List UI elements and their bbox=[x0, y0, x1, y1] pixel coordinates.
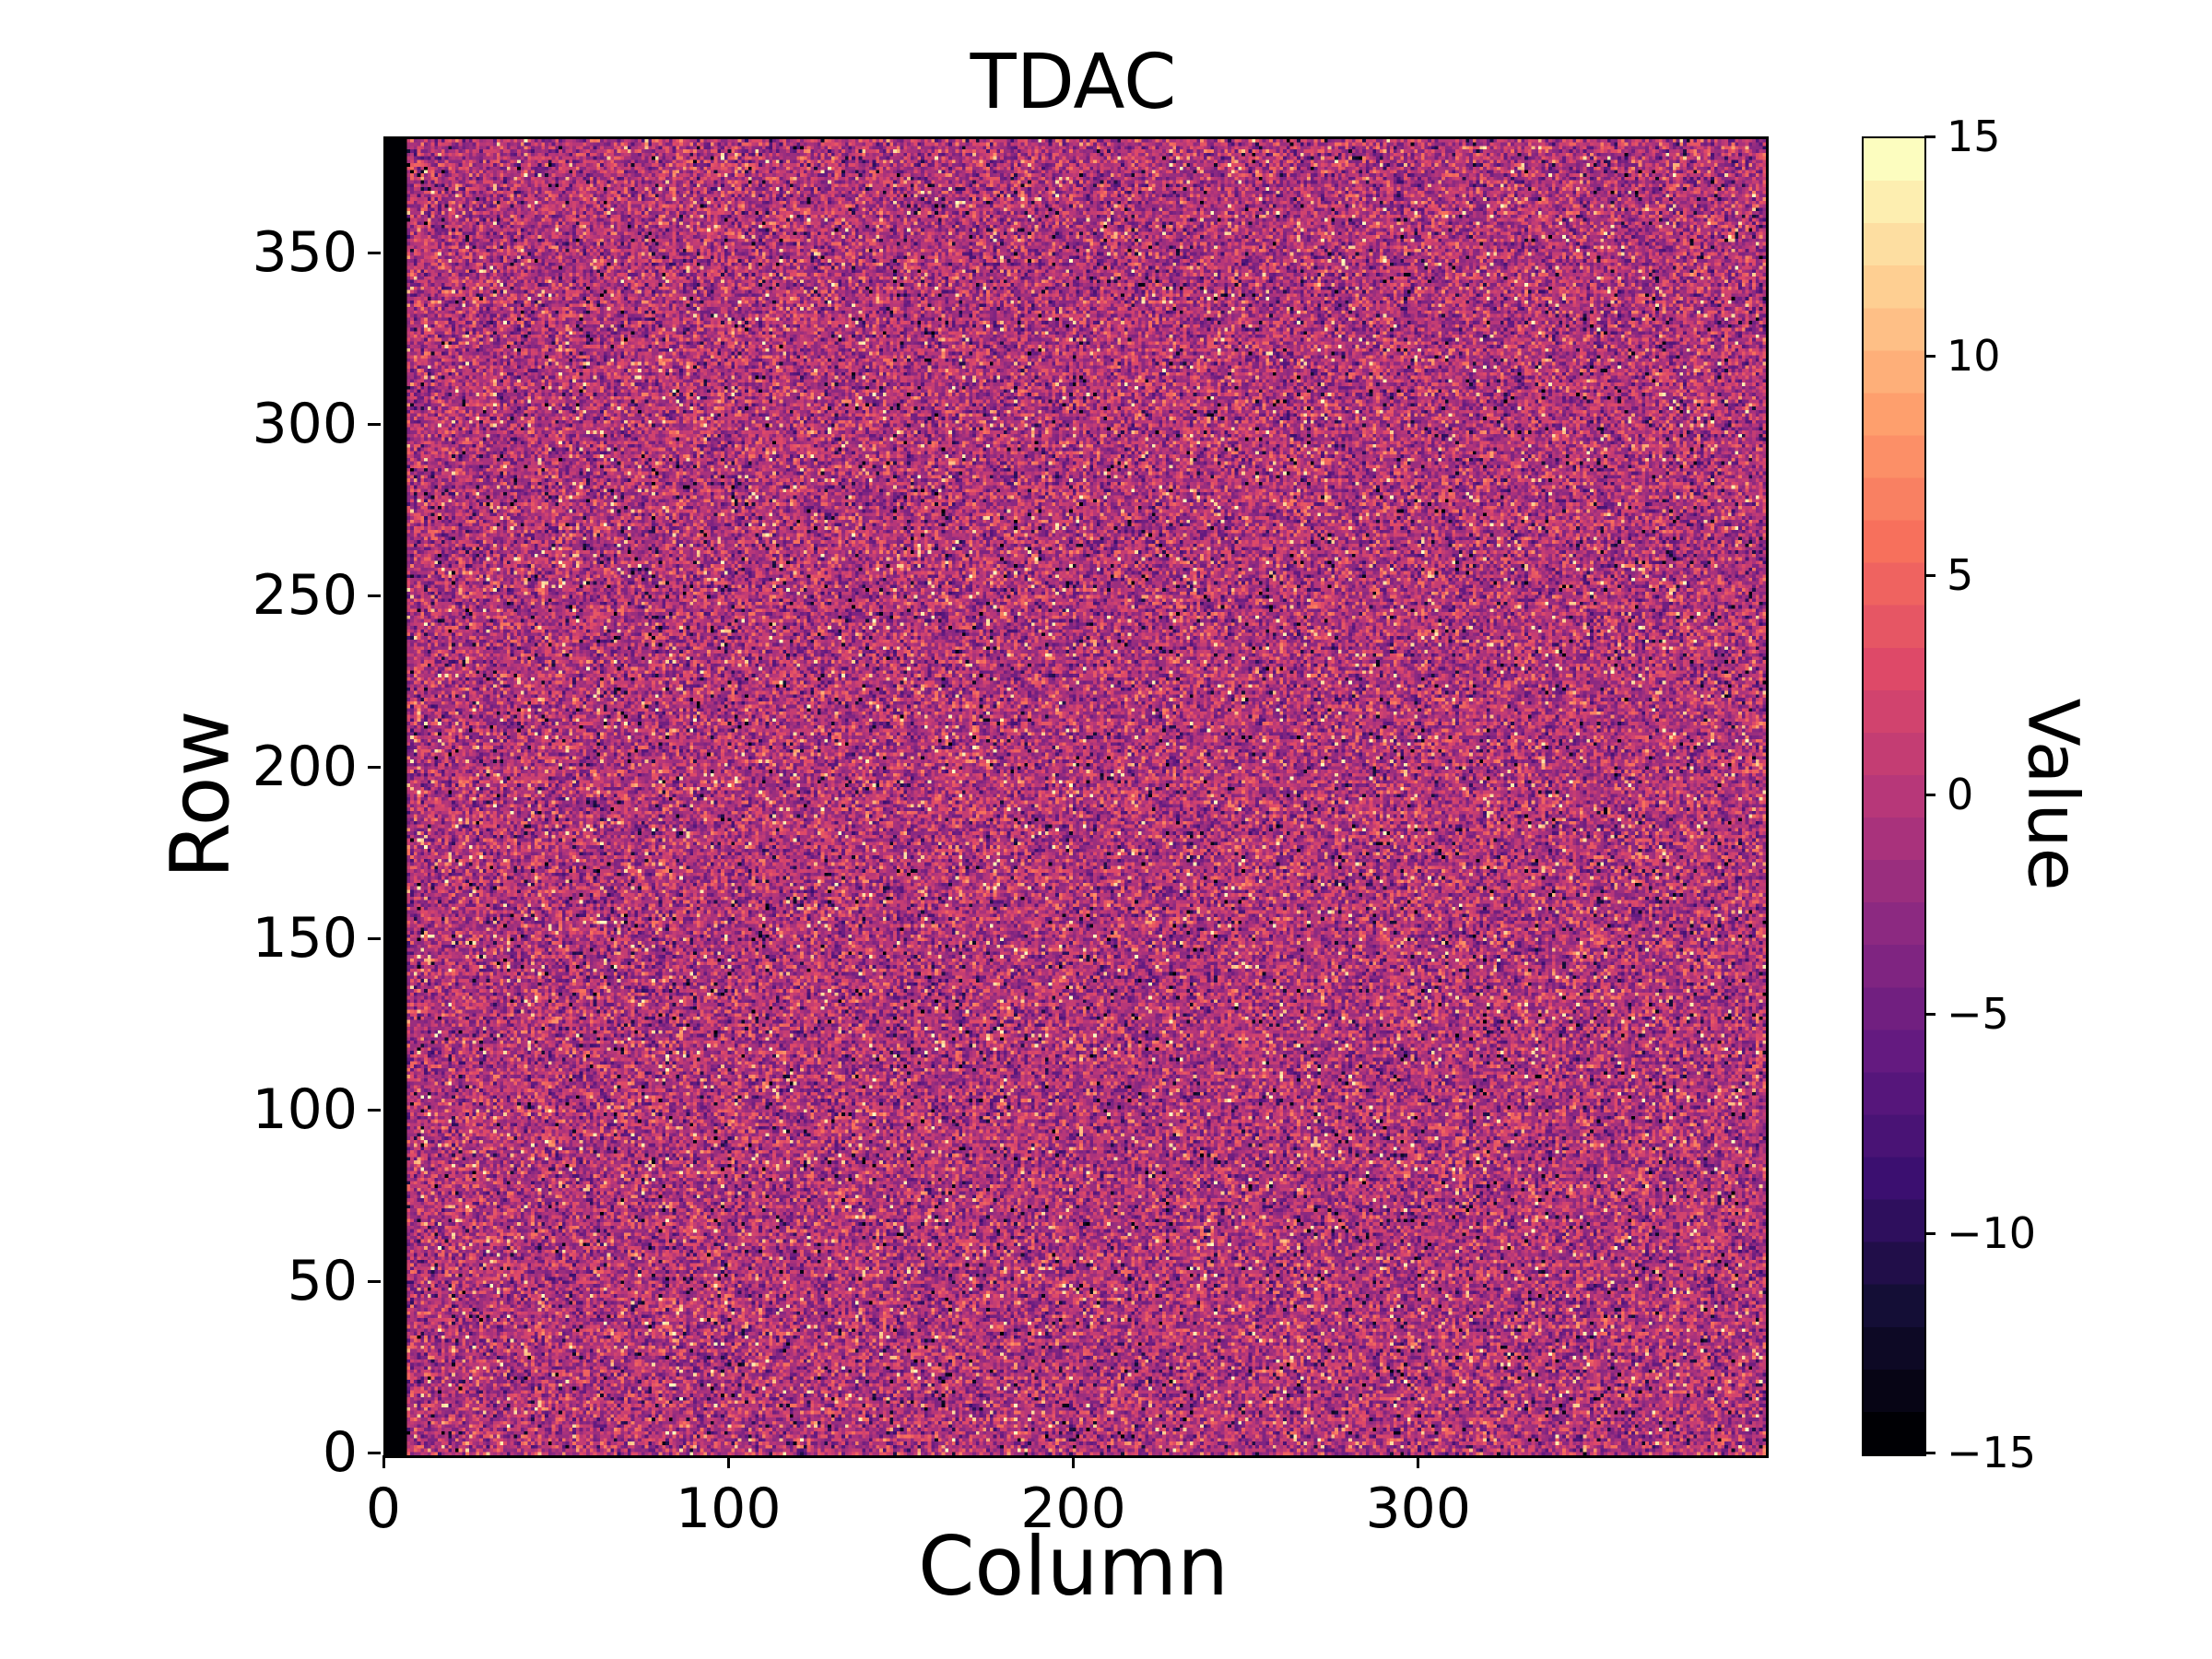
colorbar-tick-mark bbox=[1924, 1013, 1936, 1016]
colorbar-tick-label: −10 bbox=[1947, 1208, 2037, 1258]
y-axis-label: Row bbox=[152, 710, 248, 879]
colorbar-tick-mark bbox=[1924, 794, 1936, 796]
colorbar-label: Value bbox=[2012, 698, 2095, 891]
y-tick-mark bbox=[368, 936, 381, 940]
y-tick-label: 0 bbox=[322, 1420, 358, 1485]
y-tick-mark bbox=[368, 1451, 381, 1454]
colorbar-tick-label: −15 bbox=[1947, 1428, 2037, 1477]
y-tick-label: 50 bbox=[287, 1249, 358, 1314]
heatmap-plot-area bbox=[383, 136, 1769, 1458]
colorbar-canvas bbox=[1864, 138, 1924, 1454]
colorbar bbox=[1862, 136, 1926, 1456]
y-tick-mark bbox=[368, 594, 381, 597]
x-tick-mark bbox=[1417, 1455, 1420, 1468]
x-axis-label: Column bbox=[917, 1519, 1229, 1614]
colorbar-tick-label: −5 bbox=[1947, 989, 2009, 1039]
colorbar-tick-label: 5 bbox=[1947, 550, 1974, 600]
colorbar-tick-label: 10 bbox=[1947, 331, 2001, 381]
colorbar-tick-mark bbox=[1924, 1452, 1936, 1454]
x-tick-mark bbox=[382, 1455, 385, 1468]
colorbar-tick-mark bbox=[1924, 355, 1936, 358]
x-tick-label: 300 bbox=[1365, 1477, 1472, 1541]
y-tick-mark bbox=[368, 765, 381, 769]
colorbar-tick-label: 15 bbox=[1947, 112, 2001, 161]
y-tick-label: 200 bbox=[252, 735, 358, 800]
x-tick-label: 0 bbox=[365, 1477, 402, 1541]
chart-title: TDAC bbox=[970, 39, 1177, 126]
heatmap-canvas bbox=[386, 139, 1766, 1455]
y-tick-mark bbox=[368, 1279, 381, 1283]
y-tick-label: 350 bbox=[252, 220, 358, 286]
colorbar-tick-mark bbox=[1924, 574, 1936, 577]
colorbar-tick-mark bbox=[1924, 135, 1936, 138]
x-tick-label: 200 bbox=[1020, 1477, 1126, 1541]
y-tick-label: 250 bbox=[252, 563, 358, 629]
y-tick-mark bbox=[368, 422, 381, 426]
colorbar-tick-label: 0 bbox=[1947, 770, 1974, 819]
y-tick-label: 100 bbox=[252, 1077, 358, 1143]
x-tick-mark bbox=[1072, 1455, 1075, 1468]
y-tick-mark bbox=[368, 1108, 381, 1112]
x-tick-label: 100 bbox=[675, 1477, 782, 1541]
y-tick-label: 150 bbox=[252, 906, 358, 971]
x-tick-mark bbox=[726, 1455, 730, 1468]
y-tick-mark bbox=[368, 251, 381, 254]
colorbar-tick-mark bbox=[1924, 1232, 1936, 1235]
y-tick-label: 300 bbox=[252, 392, 358, 457]
